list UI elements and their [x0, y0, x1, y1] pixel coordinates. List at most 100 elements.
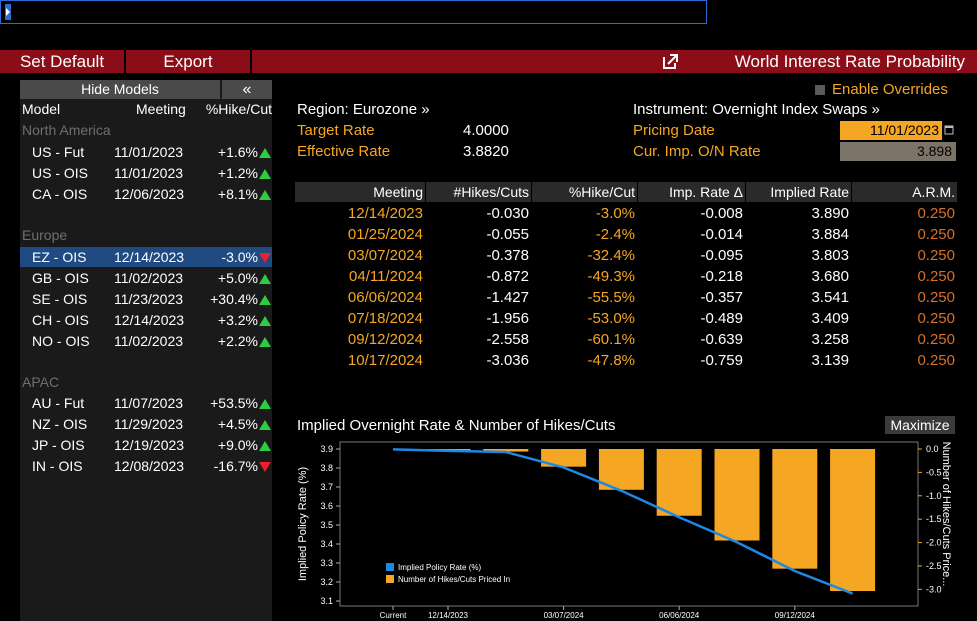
- group-label-apac: APAC: [22, 374, 60, 390]
- model-meeting: 11/02/2023: [114, 333, 184, 349]
- model-row[interactable]: NO - OIS 11/02/2023 +2.2%: [20, 331, 272, 351]
- cell-arm: 0.250: [917, 331, 955, 348]
- table-row[interactable]: 04/11/2024 -0.872 -49.3% -0.218 3.680 0.250: [295, 266, 957, 287]
- enable-overrides-checkbox[interactable]: [815, 85, 825, 95]
- model-row[interactable]: JP - OIS 12/19/2023 +9.0%: [20, 435, 272, 455]
- model-hike: -3.0%: [221, 249, 258, 265]
- pricing-date-label: Pricing Date: [633, 122, 715, 139]
- model-row[interactable]: AU - Fut 11/07/2023 +53.5%: [20, 393, 272, 413]
- maximize-button[interactable]: Maximize: [885, 416, 955, 434]
- cell-hike-pct: -32.4%: [587, 247, 635, 264]
- bar-hikes-cuts: [656, 449, 702, 516]
- model-meeting: 11/23/2023: [114, 291, 184, 307]
- header-divider: [531, 182, 532, 202]
- model-name: EZ - OIS: [32, 249, 87, 265]
- cell-arm: 0.250: [917, 268, 955, 285]
- cell-implied-rate: 3.680: [811, 268, 849, 285]
- model-row[interactable]: CH - OIS 12/14/2023 +3.2%: [20, 310, 272, 330]
- model-meeting: 12/14/2023: [114, 312, 185, 328]
- up-arrow-icon: [259, 274, 271, 284]
- cell-implied-rate: 3.258: [811, 331, 849, 348]
- enable-overrides-label[interactable]: Enable Overrides: [832, 81, 948, 98]
- header-divider: [637, 182, 638, 202]
- model-name: GB - OIS: [32, 270, 89, 286]
- cell-hike-pct: -47.8%: [587, 352, 635, 369]
- model-name: US - OIS: [32, 165, 89, 181]
- instrument-selector[interactable]: Instrument: Overnight Index Swaps »: [633, 101, 880, 118]
- external-link-icon[interactable]: [662, 53, 679, 70]
- y-left-tick-label: 3.5: [320, 520, 333, 530]
- up-arrow-icon: [259, 295, 271, 305]
- cell-meeting: 01/25/2024: [347, 226, 423, 243]
- model-row[interactable]: US - OIS 11/01/2023 +1.2%: [20, 163, 272, 183]
- collapse-chevron-icon[interactable]: «: [220, 80, 272, 99]
- table-row[interactable]: 03/07/2024 -0.378 -32.4% -0.095 3.803 0.250: [295, 245, 957, 266]
- model-name: JP - OIS: [32, 437, 85, 453]
- up-arrow-icon: [259, 420, 271, 430]
- bar-hikes-cuts: [541, 449, 587, 467]
- cell-hikes: -0.378: [486, 247, 529, 264]
- legend-entry-line: Implied Policy Rate (%): [398, 563, 481, 572]
- table-row[interactable]: 09/12/2024 -2.558 -60.1% -0.639 3.258 0.250: [295, 329, 957, 350]
- column-header-implied-rate[interactable]: Implied Rate: [770, 184, 849, 200]
- pricing-date-input[interactable]: 11/01/2023: [840, 121, 942, 140]
- column-header-meeting: Meeting: [136, 101, 186, 117]
- cell-arm: 0.250: [917, 226, 955, 243]
- cell-meeting: 07/18/2024: [347, 310, 423, 327]
- meeting-table: Meeting #Hikes/Cuts %Hike/Cut Imp. Rate …: [295, 182, 957, 372]
- y-left-tick-label: 3.7: [320, 482, 333, 492]
- cell-implied-rate: 3.890: [811, 205, 849, 222]
- model-name: CH - OIS: [32, 312, 89, 328]
- table-row[interactable]: 06/06/2024 -1.427 -55.5% -0.357 3.541 0.250: [295, 287, 957, 308]
- model-row[interactable]: US - Fut 11/01/2023 +1.6%: [20, 142, 272, 162]
- command-line-input[interactable]: [0, 0, 707, 24]
- header-divider: [851, 182, 852, 202]
- cell-hike-pct: -53.0%: [587, 310, 635, 327]
- model-hike: +2.2%: [217, 333, 258, 349]
- column-header-hike-pct[interactable]: %Hike/Cut: [568, 184, 635, 200]
- y-left-tick-label: 3.6: [320, 501, 333, 511]
- onrate-input[interactable]: 3.898: [840, 142, 956, 161]
- cell-arm: 0.250: [917, 352, 955, 369]
- column-header-arm[interactable]: A.R.M.: [912, 184, 955, 200]
- cell-hike-pct: -2.4%: [595, 226, 635, 243]
- model-hike: +1.6%: [217, 144, 258, 160]
- cell-meeting: 03/07/2024: [347, 247, 423, 264]
- region-selector[interactable]: Region: Eurozone »: [297, 101, 430, 118]
- legend-swatch-bar: [386, 575, 394, 583]
- cell-implied-rate: 3.409: [811, 310, 849, 327]
- model-meeting: 12/08/2023: [114, 458, 185, 474]
- chart-canvas: 3.9 3.8 3.7 3.6 3.5 3.4 3.3 3.2 3.1 0.0 -0.5 -1.0 -1…: [297, 441, 952, 620]
- column-header-meeting[interactable]: Meeting: [373, 184, 423, 200]
- table-row[interactable]: 01/25/2024 -0.055 -2.4% -0.014 3.884 0.250: [295, 224, 957, 245]
- model-row[interactable]: CA - OIS 12/06/2023 +8.1%: [20, 184, 272, 204]
- cell-implied-rate: 3.803: [811, 247, 849, 264]
- cell-hikes: -1.956: [486, 310, 529, 327]
- table-row[interactable]: 10/17/2024 -3.036 -47.8% -0.759 3.139 0.250: [295, 350, 957, 371]
- y-right-tick-label: -1.5: [926, 514, 942, 524]
- table-row[interactable]: 12/14/2023 -0.030 -3.0% -0.008 3.890 0.250: [295, 203, 957, 224]
- cell-imp-rate-delta: -0.008: [700, 205, 743, 222]
- column-header-model: Model: [22, 101, 61, 117]
- model-row-selected[interactable]: EZ - OIS 12/14/2023 -3.0%: [20, 247, 272, 267]
- model-row[interactable]: GB - OIS 11/02/2023 +5.0%: [20, 268, 272, 288]
- column-header-hikes[interactable]: #Hikes/Cuts: [453, 184, 529, 200]
- set-default-button[interactable]: Set Default: [19, 52, 105, 71]
- cell-imp-rate-delta: -0.218: [700, 268, 743, 285]
- table-row[interactable]: 07/18/2024 -1.956 -53.0% -0.489 3.409 0.250: [295, 308, 957, 329]
- cell-arm: 0.250: [917, 247, 955, 264]
- y-left-axis-label: Implied Policy Rate (%): [297, 467, 309, 581]
- column-header-imp-rate-delta[interactable]: Imp. Rate Δ: [669, 184, 743, 200]
- model-row[interactable]: IN - OIS 12/08/2023 -16.7%: [20, 456, 272, 476]
- model-row[interactable]: SE - OIS 11/23/2023 +30.4%: [20, 289, 272, 309]
- hide-models-button[interactable]: Hide Models: [81, 81, 159, 97]
- cell-meeting: 10/17/2024: [347, 352, 423, 369]
- cell-hike-pct: -3.0%: [595, 205, 635, 222]
- up-arrow-icon: [259, 148, 271, 158]
- cell-imp-rate-delta: -0.014: [700, 226, 743, 243]
- calendar-icon[interactable]: [942, 121, 956, 140]
- model-name: NO - OIS: [32, 333, 90, 349]
- model-row[interactable]: NZ - OIS 11/29/2023 +4.5%: [20, 414, 272, 434]
- export-button[interactable]: Export: [163, 52, 213, 71]
- cell-implied-rate: 3.541: [811, 289, 849, 306]
